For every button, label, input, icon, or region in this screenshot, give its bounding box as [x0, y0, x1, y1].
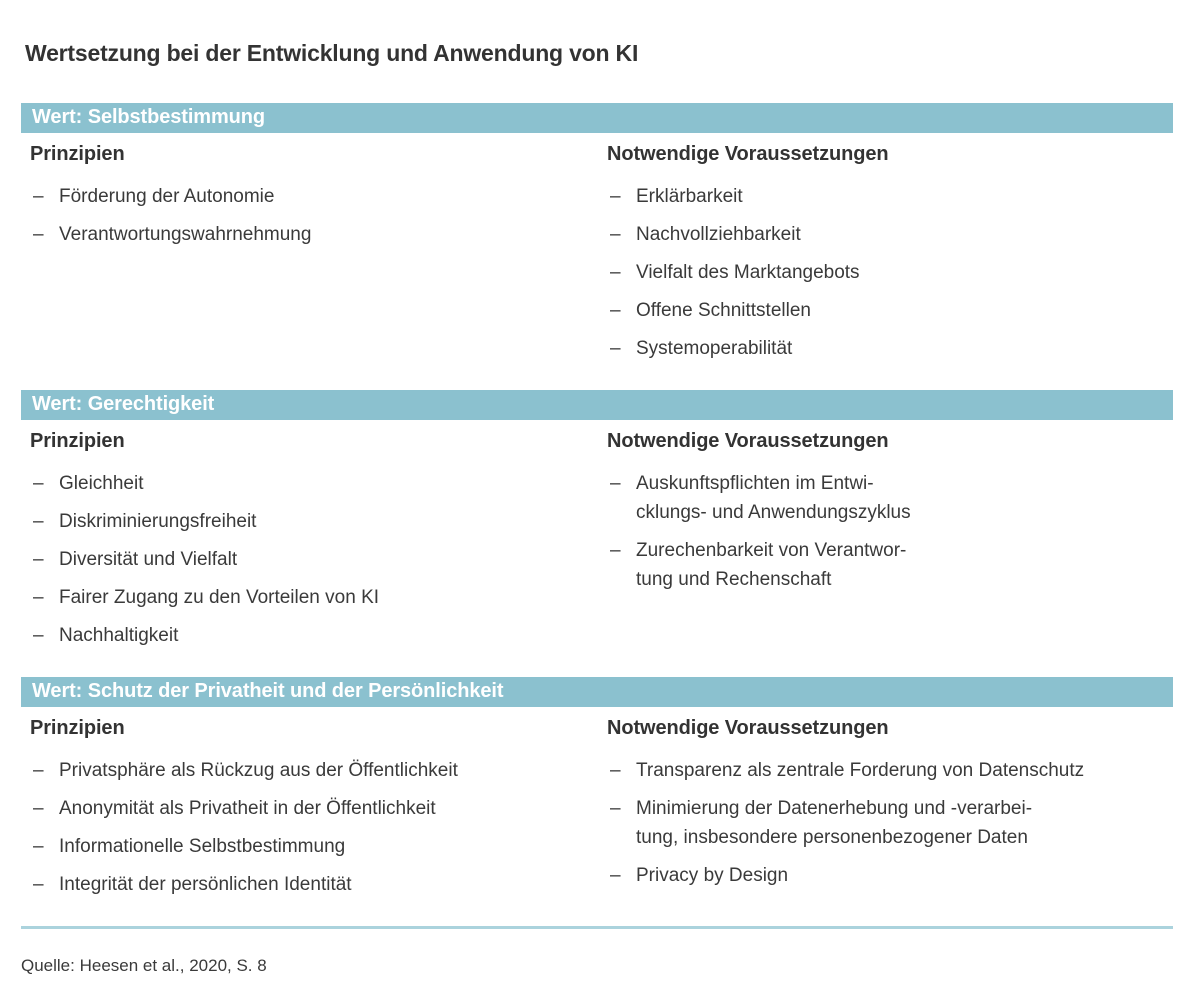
principles-list: – Förderung der Autonomie – Verantwortun… [30, 182, 607, 249]
list-item-text: Privacy by Design [636, 865, 789, 886]
value-section: Wert: Schutz der Privatheit und der Pers… [21, 677, 1173, 908]
dash-bullet-icon: – [610, 300, 621, 321]
value-label: Wert: Schutz der Privatheit und der Pers… [32, 679, 504, 702]
dash-bullet-icon: – [33, 186, 44, 207]
figure-title: Wertsetzung bei der Entwicklung und Anwe… [25, 40, 639, 66]
footer-divider [21, 926, 1173, 929]
dash-bullet-icon: – [33, 473, 44, 494]
prerequisites-header: Notwendige Voraussetzungen [607, 143, 889, 165]
list-item: – Gleichheit [30, 469, 607, 498]
dash-bullet-icon: – [610, 760, 621, 781]
list-item-text: Minimierung der Datenerhebung und -verar… [636, 798, 1033, 848]
list-item-text: Nachvollziehbarkeit [636, 224, 801, 245]
list-item-text: Fairer Zugang zu den Vorteilen von KI [59, 587, 380, 608]
list-item: – Förderung der Autonomie [30, 182, 607, 211]
principles-header: Prinzipien [30, 717, 125, 739]
dash-bullet-icon: – [33, 760, 44, 781]
list-item-text: Informationelle Selbstbestimmung [59, 836, 346, 857]
value-header-bar: Wert: Gerechtigkeit [21, 390, 1173, 420]
list-item-text: Gleichheit [59, 473, 144, 494]
list-item: – Transparenz als zentrale Forderung von… [607, 756, 1173, 785]
prerequisites-list: – Auskunftspflichten im Entwi- cklungs- … [607, 469, 1173, 594]
list-item: – Systemoperabilität [607, 334, 1173, 363]
prerequisites-header: Notwendige Voraussetzungen [607, 430, 889, 452]
list-item: – Privatsphäre als Rückzug aus der Öffen… [30, 756, 607, 785]
list-item-text: Diskriminierungsfreiheit [59, 511, 257, 532]
list-item-text: Transparenz als zentrale Forderung von D… [636, 760, 1085, 781]
value-header-bar: Wert: Selbstbestimmung [21, 103, 1173, 133]
dash-bullet-icon: – [33, 625, 44, 646]
principles-header: Prinzipien [30, 430, 125, 452]
prerequisites-header: Notwendige Voraussetzungen [607, 717, 889, 739]
dash-bullet-icon: – [33, 549, 44, 570]
list-item: – Anonymität als Privatheit in der Öffen… [30, 794, 607, 823]
list-item-text: Nachhaltigkeit [59, 625, 179, 646]
prerequisites-column: Notwendige Voraussetzungen – Erklärbarke… [607, 133, 1173, 372]
dash-bullet-icon: – [610, 540, 621, 561]
prerequisites-column: Notwendige Voraussetzungen – Auskunftspf… [607, 420, 1173, 659]
principles-header: Prinzipien [30, 143, 125, 165]
principles-list: – Privatsphäre als Rückzug aus der Öffen… [30, 756, 607, 899]
list-item: – Vielfalt des Marktangebots [607, 258, 1173, 287]
list-item-text: Auskunftspflichten im Entwi- cklungs- un… [636, 473, 911, 523]
list-item-text: Anonymität als Privatheit in der Öffentl… [59, 798, 436, 819]
dash-bullet-icon: – [33, 874, 44, 895]
list-item: – Offene Schnittstellen [607, 296, 1173, 325]
list-item-text: Integrität der persönlichen Identität [59, 874, 352, 895]
value-sections: Wert: Selbstbestimmung Prinzipien – Förd… [21, 103, 1173, 908]
section-columns: Prinzipien – Förderung der Autonomie – V… [21, 133, 1173, 372]
dash-bullet-icon: – [610, 865, 621, 886]
list-item: – Erklärbarkeit [607, 182, 1173, 211]
dash-bullet-icon: – [610, 262, 621, 283]
dash-bullet-icon: – [33, 798, 44, 819]
principles-column: Prinzipien – Privatsphäre als Rückzug au… [21, 707, 607, 908]
dash-bullet-icon: – [33, 224, 44, 245]
list-item-text: Förderung der Autonomie [59, 186, 275, 207]
list-item-text: Zurechenbarkeit von Verantwor- tung und … [636, 540, 907, 590]
section-columns: Prinzipien – Gleichheit – Diskriminierun… [21, 420, 1173, 659]
list-item-text: Diversität und Vielfalt [59, 549, 238, 570]
value-section: Wert: Selbstbestimmung Prinzipien – Förd… [21, 103, 1173, 372]
principles-column: Prinzipien – Gleichheit – Diskriminierun… [21, 420, 607, 659]
section-columns: Prinzipien – Privatsphäre als Rückzug au… [21, 707, 1173, 908]
dash-bullet-icon: – [610, 798, 621, 819]
value-label: Wert: Gerechtigkeit [32, 392, 215, 415]
list-item-text: Offene Schnittstellen [636, 300, 811, 321]
list-item-text: Systemoperabilität [636, 338, 793, 359]
value-section: Wert: Gerechtigkeit Prinzipien – Gleichh… [21, 390, 1173, 659]
prerequisites-list: – Erklärbarkeit – Nachvollziehbarkeit – … [607, 182, 1173, 363]
list-item: – Verantwortungswahrnehmung [30, 220, 607, 249]
dash-bullet-icon: – [610, 473, 621, 494]
list-item: – Privacy by Design [607, 861, 1173, 890]
prerequisites-list: – Transparenz als zentrale Forderung von… [607, 756, 1173, 890]
list-item: – Diskriminierungsfreiheit [30, 507, 607, 536]
list-item: – Nachvollziehbarkeit [607, 220, 1173, 249]
principles-list: – Gleichheit – Diskriminierungsfreiheit … [30, 469, 607, 650]
list-item: – Diversität und Vielfalt [30, 545, 607, 574]
dash-bullet-icon: – [33, 587, 44, 608]
dash-bullet-icon: – [33, 511, 44, 532]
prerequisites-column: Notwendige Voraussetzungen – Transparenz… [607, 707, 1173, 908]
list-item-text: Vielfalt des Marktangebots [636, 262, 860, 283]
dash-bullet-icon: – [610, 338, 621, 359]
list-item-text: Verantwortungswahrnehmung [59, 224, 312, 245]
dash-bullet-icon: – [610, 186, 621, 207]
list-item-text: Erklärbarkeit [636, 186, 743, 207]
source-note: Quelle: Heesen et al., 2020, S. 8 [21, 956, 267, 975]
list-item: – Zurechenbarkeit von Verantwor- tung un… [607, 536, 1173, 594]
dash-bullet-icon: – [610, 224, 621, 245]
list-item-text: Privatsphäre als Rückzug aus der Öffentl… [59, 760, 458, 781]
list-item: – Informationelle Selbstbestimmung [30, 832, 607, 861]
dash-bullet-icon: – [33, 836, 44, 857]
list-item: – Auskunftspflichten im Entwi- cklungs- … [607, 469, 1173, 527]
principles-column: Prinzipien – Förderung der Autonomie – V… [21, 133, 607, 372]
list-item: – Minimierung der Datenerhebung und -ver… [607, 794, 1173, 852]
value-header-bar: Wert: Schutz der Privatheit und der Pers… [21, 677, 1173, 707]
value-label: Wert: Selbstbestimmung [32, 105, 266, 128]
list-item: – Nachhaltigkeit [30, 621, 607, 650]
list-item: – Fairer Zugang zu den Vorteilen von KI [30, 583, 607, 612]
list-item: – Integrität der persönlichen Identität [30, 870, 607, 899]
